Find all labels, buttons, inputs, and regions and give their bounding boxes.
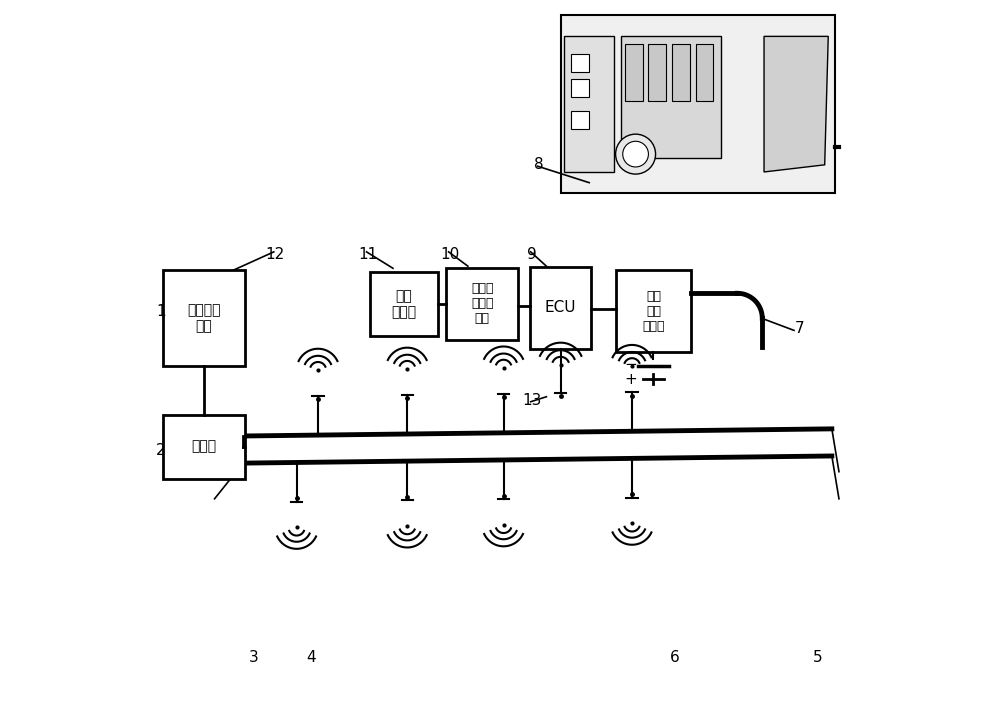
Text: −: −: [624, 357, 637, 372]
Text: 2: 2: [156, 443, 166, 458]
Text: 1: 1: [156, 304, 166, 319]
Bar: [163, 415, 245, 479]
Text: 煤矿调度
中心: 煤矿调度 中心: [187, 303, 221, 333]
Bar: [571, 112, 589, 129]
Bar: [571, 54, 589, 72]
Text: +: +: [624, 372, 637, 387]
Text: 12: 12: [266, 247, 285, 262]
Text: 处理器: 处理器: [191, 440, 216, 454]
Circle shape: [616, 134, 656, 174]
Bar: [625, 44, 643, 101]
Text: 10: 10: [440, 247, 460, 262]
Bar: [672, 44, 690, 101]
Bar: [370, 272, 438, 336]
Bar: [163, 270, 245, 366]
Text: 13: 13: [522, 393, 542, 408]
Bar: [571, 79, 589, 97]
Bar: [696, 44, 713, 101]
Text: 11: 11: [358, 247, 378, 262]
Text: 随车
显示器: 随车 显示器: [391, 289, 416, 319]
Text: ECU: ECU: [545, 300, 576, 315]
Bar: [621, 36, 721, 158]
Polygon shape: [764, 36, 828, 172]
Bar: [530, 267, 591, 349]
Text: 随车显
示通讯
装置: 随车显 示通讯 装置: [471, 282, 493, 325]
Bar: [648, 44, 666, 101]
Text: 8: 8: [534, 157, 544, 172]
Bar: [446, 268, 518, 340]
Text: 6: 6: [670, 650, 680, 665]
Circle shape: [623, 142, 648, 167]
Text: 3: 3: [249, 650, 259, 665]
Bar: [564, 36, 614, 172]
Text: 5: 5: [813, 650, 822, 665]
Bar: [561, 15, 835, 193]
Text: 7: 7: [795, 322, 805, 337]
Text: 4: 4: [306, 650, 316, 665]
Text: 9: 9: [527, 247, 537, 262]
Text: 随车
尾气
检测仪: 随车 尾气 检测仪: [642, 290, 665, 332]
Bar: [616, 270, 691, 352]
